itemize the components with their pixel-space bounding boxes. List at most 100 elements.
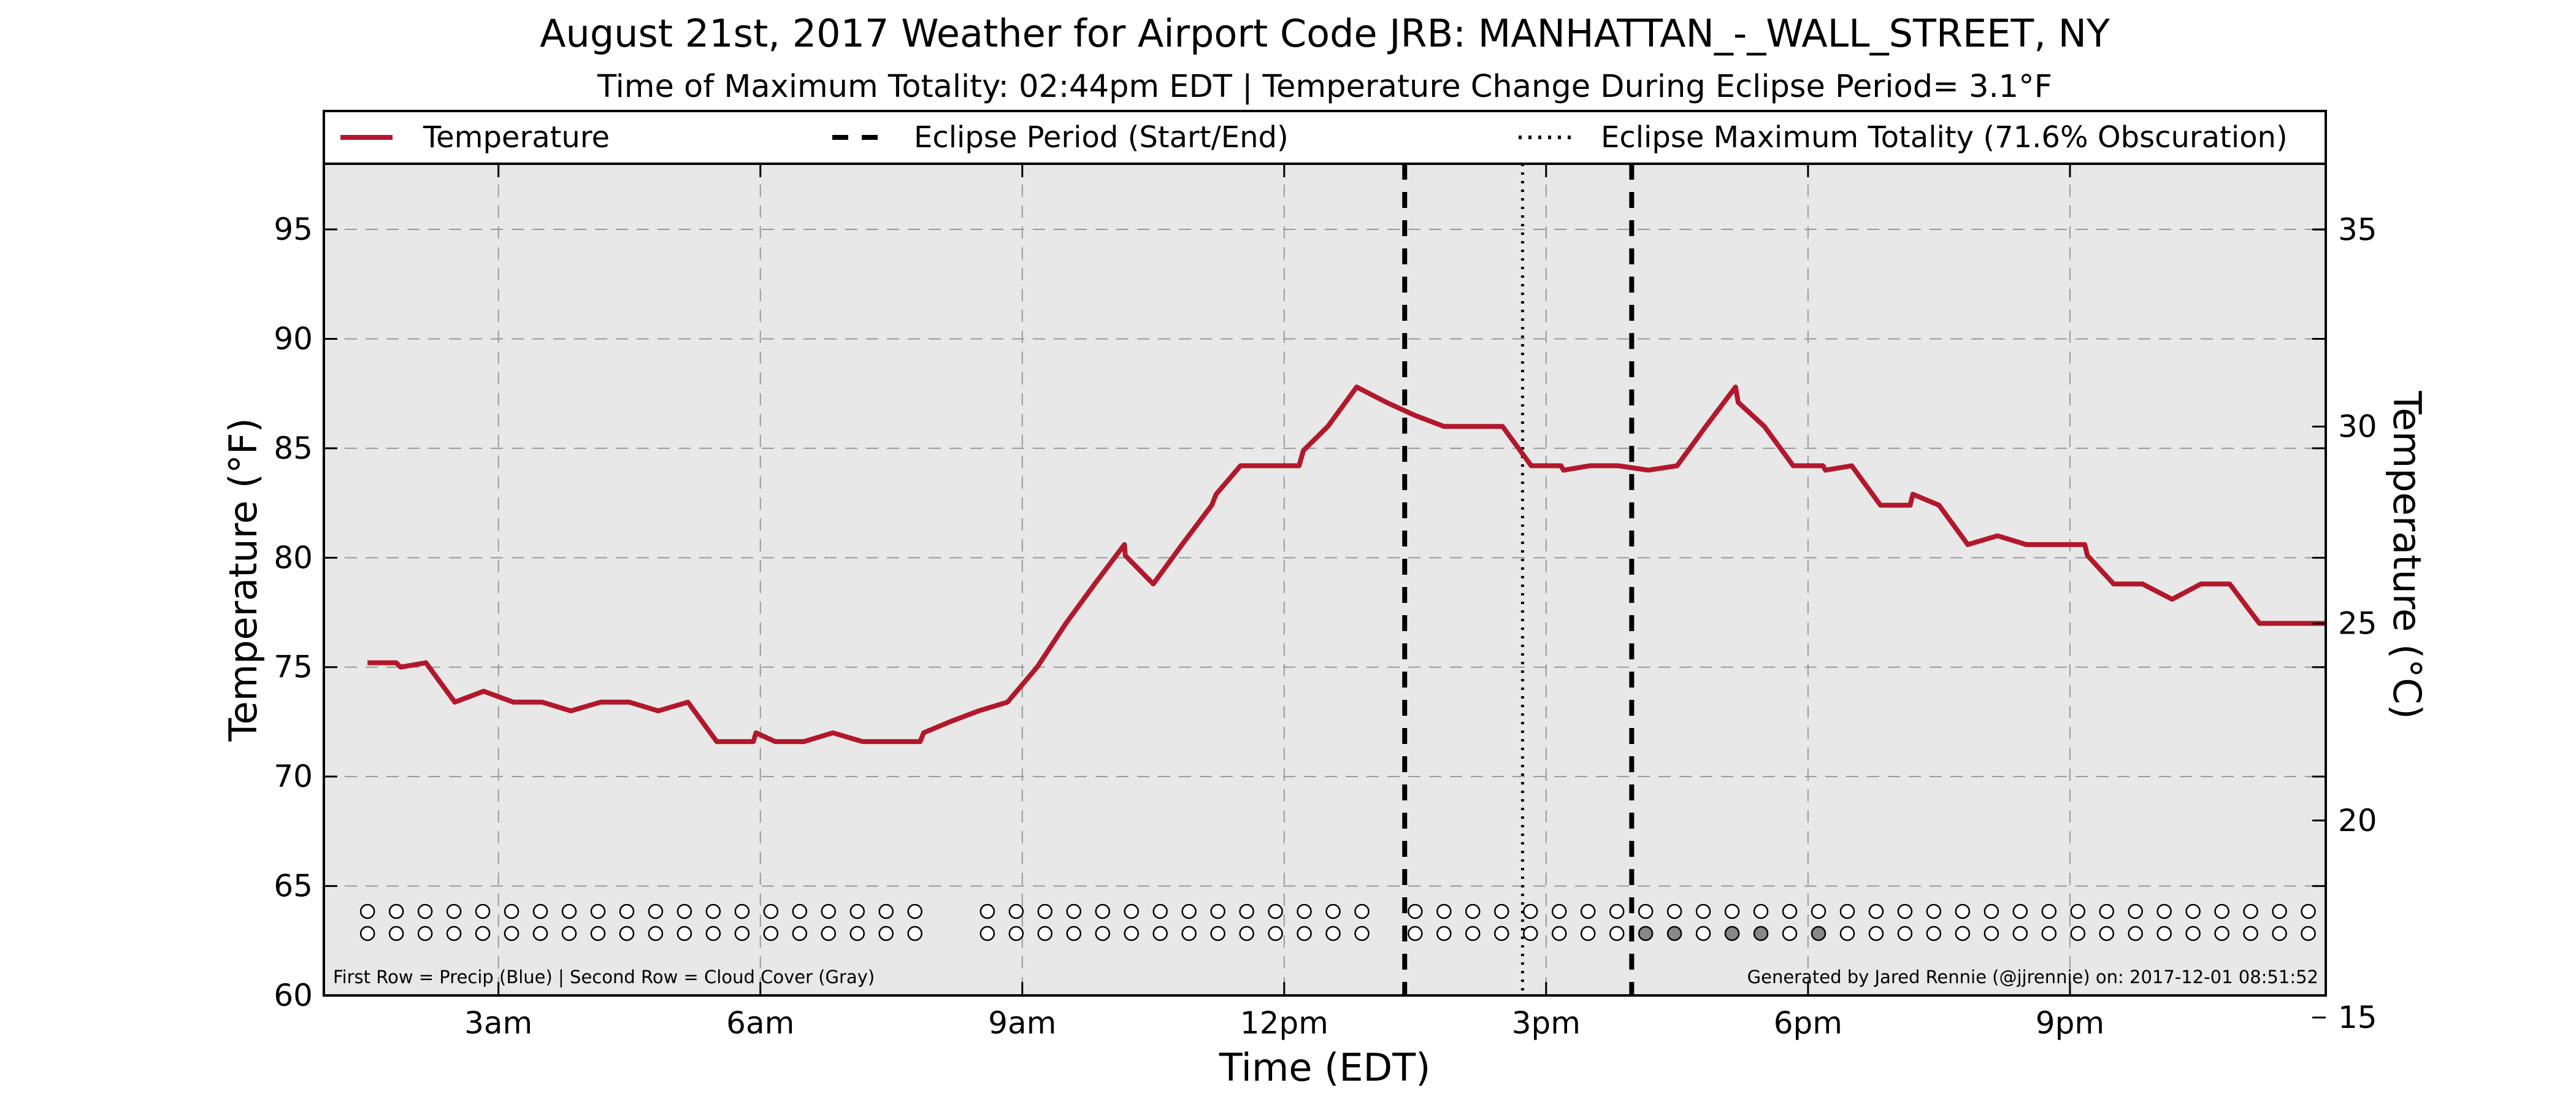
cloud-marker: [1724, 926, 1740, 941]
precip-marker: [907, 903, 922, 919]
precip-marker: [417, 903, 433, 919]
precip-marker: [2214, 903, 2229, 919]
x-axis-label: Time (EDT): [1219, 1045, 1431, 1090]
cloud-marker: [677, 926, 692, 941]
precip-marker: [1239, 903, 1254, 919]
credit-text: Generated by Jared Rennie (@jjrennie) on…: [1747, 967, 2318, 987]
precip-marker: [1152, 903, 1168, 919]
cloud-marker: [1926, 926, 1942, 941]
y-tick-label-right: 35: [2338, 212, 2377, 247]
y-axis-label-left: Temperature (°F): [221, 418, 266, 742]
precip-marker: [1666, 903, 1682, 919]
precip-marker: [1695, 903, 1711, 919]
cloud-marker: [1210, 926, 1225, 941]
cloud-marker: [1868, 926, 1884, 941]
x-tick-label: 6pm: [1774, 1005, 1842, 1041]
cloud-marker: [763, 926, 779, 941]
eclipse-lines: [1402, 164, 1635, 995]
precip-marker: [1297, 903, 1312, 919]
grid-lines: [324, 164, 2326, 995]
cloud-marker: [979, 926, 995, 941]
precip-marker: [2243, 903, 2258, 919]
cloud-marker: [1297, 926, 1312, 941]
cloud-marker: [1666, 926, 1682, 941]
precip-marker: [1095, 903, 1110, 919]
cloud-marker: [878, 926, 894, 941]
cloud-marker: [1239, 926, 1254, 941]
legend-box: [323, 110, 2327, 165]
precip-marker: [1868, 903, 1884, 919]
precip-marker: [1609, 903, 1625, 919]
cloud-marker: [1037, 926, 1053, 941]
cloud-marker: [1325, 926, 1341, 941]
cloud-marker: [1897, 926, 1913, 941]
cloud-marker: [705, 926, 721, 941]
precip-marker: [619, 903, 635, 919]
precip-marker: [2012, 903, 2028, 919]
precip-marker: [792, 903, 808, 919]
chart-subtitle: Time of Maximum Totality: 02:44pm EDT | …: [597, 69, 2052, 105]
y-tick-label-right: 25: [2338, 606, 2377, 642]
cloud-marker: [359, 926, 375, 941]
cloud-marker: [561, 926, 577, 941]
precip-marker: [2156, 903, 2172, 919]
cloud-marker: [1609, 926, 1625, 941]
cloud-marker: [475, 926, 491, 941]
cloud-marker: [1580, 926, 1596, 941]
cloud-marker: [1984, 926, 1999, 941]
legend-label-temperature: Temperature: [423, 120, 610, 155]
cloud-marker: [1638, 926, 1654, 941]
precip-marker: [388, 903, 404, 919]
cloud-marker: [1551, 926, 1567, 941]
precip-marker: [1210, 903, 1225, 919]
precip-marker: [2099, 903, 2114, 919]
precip-marker: [1268, 903, 1283, 919]
cloud-marker: [2243, 926, 2258, 941]
cloud-marker: [417, 926, 433, 941]
y-tick-label-left: 65: [274, 868, 313, 904]
precip-marker: [1408, 903, 1423, 919]
x-tick-label: 12pm: [1240, 1005, 1328, 1041]
precip-marker: [1724, 903, 1740, 919]
plot-frame: [323, 163, 2327, 997]
legend-label-eclipse-period: Eclipse Period (Start/End): [914, 120, 1289, 155]
precip-marker: [1638, 903, 1654, 919]
x-axis: 3am 6am 9am 12pm 3pm 6pm 9pm: [464, 164, 2104, 1041]
precip-marker: [979, 903, 995, 919]
cloud-marker: [1436, 926, 1452, 941]
cloud-marker: [619, 926, 635, 941]
y-axis-right: 15 20 25 30 35: [2312, 212, 2377, 1035]
y-tick-label-left: 90: [274, 321, 313, 356]
y-tick-label-right: 15: [2338, 1000, 2377, 1035]
precip-marker: [1782, 903, 1798, 919]
precip-marker: [2185, 903, 2201, 919]
precip-marker: [1066, 903, 1082, 919]
cloud-marker: [2099, 926, 2114, 941]
cloud-marker: [446, 926, 462, 941]
precip-marker: [532, 903, 548, 919]
cloud-marker: [1494, 926, 1509, 941]
precip-marker: [1037, 903, 1053, 919]
x-tick-label: 9pm: [2036, 1005, 2104, 1041]
y-tick-label-left: 75: [274, 650, 313, 685]
precip-marker: [1181, 903, 1197, 919]
chart-title: August 21st, 2017 Weather for Airport Co…: [540, 11, 2110, 56]
cloud-marker: [1811, 926, 1827, 941]
cloud-marker: [2070, 926, 2085, 941]
y-tick-label-right: 20: [2338, 803, 2377, 838]
cloud-marker: [1753, 926, 1769, 941]
precip-marker: [2272, 903, 2287, 919]
precip-marker: [1926, 903, 1942, 919]
cloud-marker: [1354, 926, 1370, 941]
y-tick-label-left: 70: [274, 759, 313, 794]
y-tick-label-left: 60: [274, 978, 313, 1013]
precip-marker: [1753, 903, 1769, 919]
precip-marker: [1897, 903, 1913, 919]
precip-marker: [590, 903, 606, 919]
y-tick-label-left: 80: [274, 540, 313, 575]
temperature-series: [367, 385, 2326, 745]
precip-marker: [1955, 903, 1971, 919]
cloud-marker: [1268, 926, 1283, 941]
precip-marker: [878, 903, 894, 919]
cloud-marker: [1124, 926, 1139, 941]
